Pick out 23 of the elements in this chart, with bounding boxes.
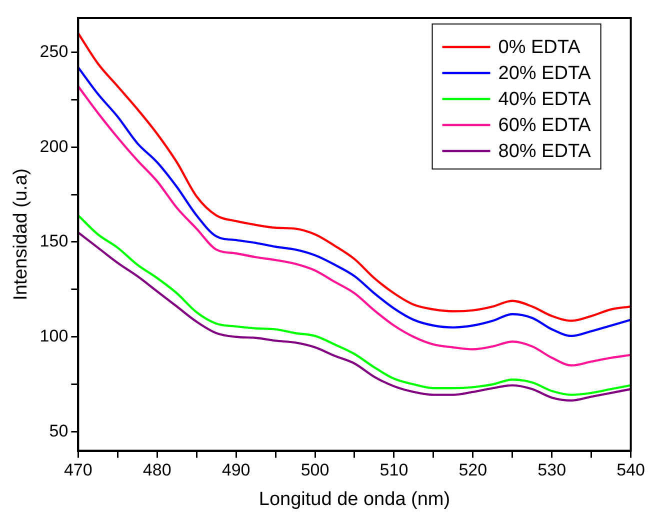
line-series <box>78 85 631 366</box>
x-axis-title: Longitud de onda (nm) <box>258 488 450 510</box>
y-tick-label: 100 <box>40 326 68 346</box>
x-tick-label: 490 <box>222 460 250 480</box>
legend-label: 60% EDTA <box>498 115 592 136</box>
x-tick-label: 500 <box>300 460 330 480</box>
y-tick-label: 200 <box>40 136 68 156</box>
legend-label: 40% EDTA <box>498 89 592 110</box>
x-tick-label: 470 <box>64 460 92 480</box>
y-tick-label: 250 <box>40 42 68 61</box>
x-tick-label: 520 <box>458 460 488 480</box>
x-tick-label: 540 <box>616 460 646 480</box>
y-tick-label: 50 <box>49 422 68 441</box>
line-series <box>78 66 631 338</box>
y-axis-title: Intensidad (u.a) <box>10 168 32 300</box>
x-tick-label: 510 <box>380 460 408 480</box>
legend-label: 80% EDTA <box>498 141 592 162</box>
line-series <box>78 32 631 322</box>
x-tick-label: 530 <box>538 460 566 480</box>
legend-label: 20% EDTA <box>498 63 592 84</box>
x-tick-label: 480 <box>142 460 172 480</box>
legend-label: 0% EDTA <box>498 37 581 58</box>
y-tick-label: 150 <box>40 232 68 251</box>
